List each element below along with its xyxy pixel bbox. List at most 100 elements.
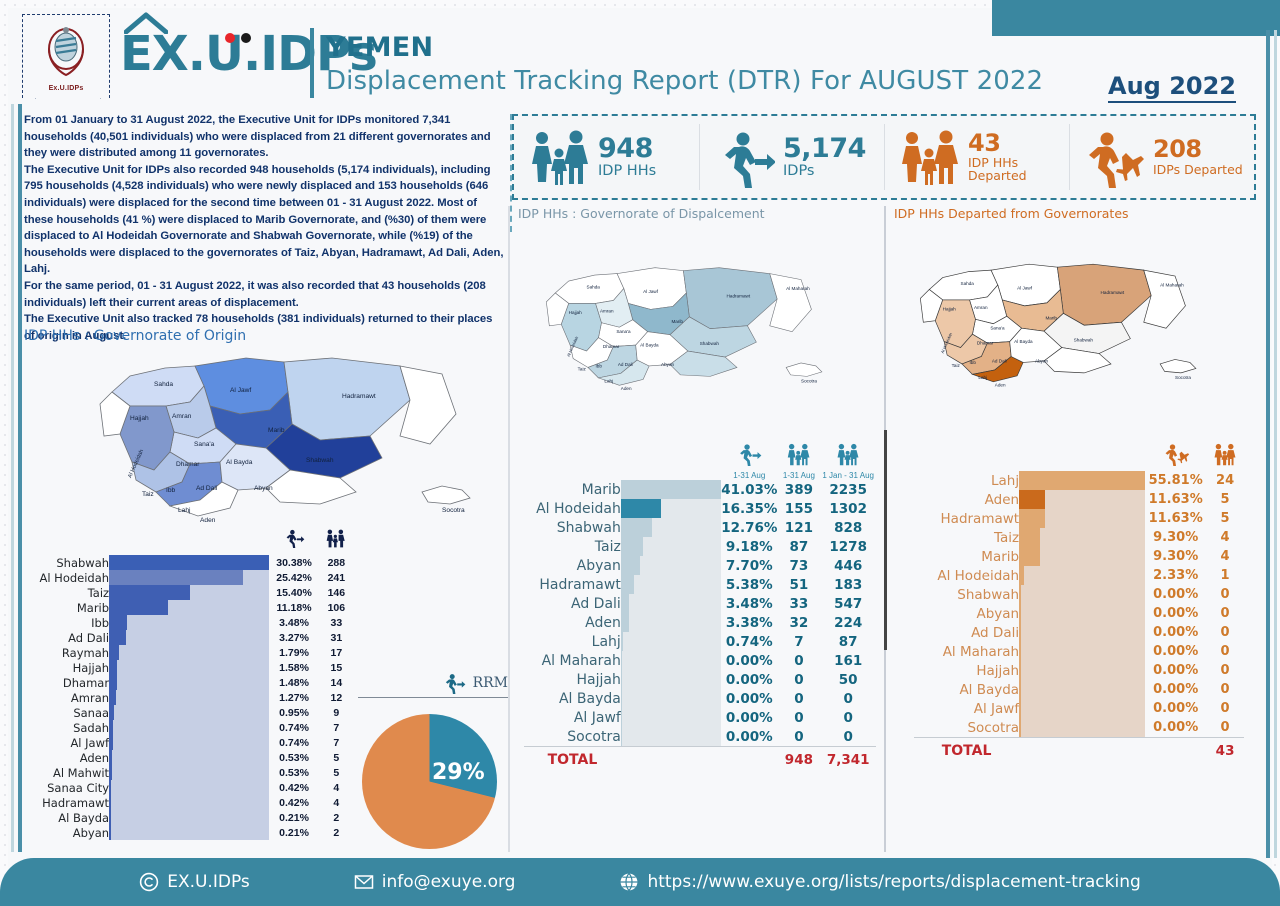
- svg-text:Dhamar: Dhamar: [176, 461, 200, 468]
- kpi-value: 948: [598, 132, 653, 164]
- svg-text:Sahda: Sahda: [587, 285, 601, 290]
- bar-track: [1019, 680, 1146, 699]
- bar-fill: [1019, 642, 1021, 661]
- displacement-table-header-icons: [524, 442, 876, 471]
- row-label: Hajjah: [72, 660, 110, 675]
- top-right-corner-decor: [992, 0, 1280, 36]
- bar: [109, 645, 270, 660]
- row-percent: 16.35%: [721, 500, 778, 517]
- svg-text:Taiz: Taiz: [578, 366, 587, 371]
- bar: [620, 518, 722, 537]
- row-value: 106: [327, 601, 346, 614]
- bar-track: [620, 556, 722, 575]
- row-label: Al Maharah: [541, 652, 621, 669]
- bar-fill: [109, 660, 118, 675]
- svg-text:Al Bayda: Al Bayda: [226, 459, 253, 466]
- svg-text:Sana'a: Sana'a: [990, 326, 1005, 331]
- bar-track: [1019, 642, 1146, 661]
- bar-fill: [109, 765, 112, 780]
- globe-icon: [621, 873, 638, 891]
- narrative-paragraph-1: From 01 January to 31 August 2022, the E…: [24, 114, 491, 160]
- row-label: Marib: [581, 481, 621, 498]
- row-value: 5: [1220, 511, 1230, 526]
- right-edge-rule: [1266, 30, 1270, 858]
- family-icon: [787, 443, 810, 466]
- row-label: Abyan: [72, 825, 110, 840]
- bar: [109, 660, 270, 675]
- table-row: Shabwah 0.00% 0: [914, 585, 1244, 604]
- svg-text:Ad Dali: Ad Dali: [196, 485, 218, 492]
- svg-text:Aden: Aden: [995, 382, 1006, 387]
- bar: [620, 537, 722, 556]
- bar-track: [1019, 623, 1146, 642]
- table-row: Sadah 0.74% 7: [24, 720, 354, 735]
- row-value: 5: [333, 766, 340, 779]
- footer-website[interactable]: https://www.exuye.org/lists/reports/disp…: [619, 872, 1141, 892]
- bar: [109, 570, 270, 585]
- table-row: Marib 11.18% 106: [24, 600, 354, 615]
- svg-text:Lahj: Lahj: [604, 378, 613, 383]
- table-row: Al Bayda 0.00% 0: [914, 680, 1244, 699]
- bar-track: [1019, 547, 1146, 566]
- svg-text:Taiz: Taiz: [952, 363, 961, 368]
- row-label: Aden: [585, 614, 621, 631]
- row-label: Al Bayda: [558, 690, 621, 707]
- row-label: Ad Dali: [971, 624, 1020, 641]
- map-departed: Sahda Al Jawf Hadramawt Al Maharah Hajjah A…: [919, 263, 1197, 387]
- col-date-idps: 1 Jan - 31 Aug: [822, 471, 874, 480]
- row-hhs: 0: [794, 709, 804, 726]
- row-idps: 547: [834, 595, 863, 612]
- bar: [1019, 718, 1146, 737]
- row-value: 288: [327, 556, 346, 569]
- col-icon-hhs: [1206, 442, 1244, 471]
- left-edge-rule-light: [11, 104, 14, 852]
- table-row: Lahj 55.81% 24: [914, 471, 1244, 490]
- table-row: Al Maharah 0.00% 0: [914, 642, 1244, 661]
- row-label: Abyan: [576, 557, 621, 574]
- row-percent: 3.38%: [725, 614, 773, 631]
- walking-plane-icon: [1165, 444, 1189, 466]
- row-percent: 0.53%: [279, 751, 309, 764]
- bar-track: [620, 594, 722, 613]
- family-icon: [326, 529, 346, 548]
- col-icon-hhs: [319, 528, 354, 555]
- table-row: Al Jawf 0.00% 0: [914, 699, 1244, 718]
- row-percent: 1.48%: [279, 676, 309, 689]
- bar: [109, 600, 270, 615]
- table-row: Socotra 0.00% 0: [914, 718, 1244, 738]
- svg-text:Al Bayda: Al Bayda: [640, 343, 659, 348]
- svg-text:Socotra: Socotra: [442, 507, 465, 514]
- footer-website-text: https://www.exuye.org/lists/reports/disp…: [647, 872, 1141, 892]
- kpi-value: 208: [1153, 135, 1202, 164]
- bar-fill: [109, 735, 113, 750]
- svg-text:Abyan: Abyan: [254, 485, 273, 492]
- bar-track: [109, 690, 270, 705]
- svg-text:Al Jawf: Al Jawf: [1017, 285, 1033, 290]
- row-label: Hadramawt: [940, 510, 1020, 527]
- departed-table: Lahj 55.81% 24 Aden 11.63% 5 Hadramawt 11.63% 5 T…: [914, 442, 1244, 759]
- bar-fill: [1019, 680, 1021, 699]
- bar-track: [620, 670, 722, 689]
- bar-fill: [109, 690, 116, 705]
- kpi-strip: 948 IDP HHs 5,174 IDPs 43 IDP HHs De: [512, 114, 1256, 200]
- map-displacement: Sahda Al Jawf Hadramawt Al Maharah Hajjah A…: [546, 267, 823, 391]
- table-row: Al Jawf 0.00% 0 0: [524, 708, 876, 727]
- bar: [1019, 585, 1146, 604]
- footer-email[interactable]: info@exuye.org: [354, 872, 515, 892]
- bar-track: [109, 630, 270, 645]
- table-row: Amran 1.27% 12: [24, 690, 354, 705]
- row-value: 4: [1220, 530, 1230, 545]
- bar-track: [1019, 585, 1146, 604]
- table-row: Abyan 0.21% 2: [24, 825, 354, 840]
- table-row: Taiz 9.30% 4: [914, 528, 1244, 547]
- row-label: Al Jawf: [573, 709, 621, 726]
- row-value: 0: [1220, 587, 1230, 602]
- row-label: Lahj: [591, 633, 621, 650]
- total-label: TOTAL: [524, 746, 621, 768]
- bar-fill: [620, 518, 653, 537]
- row-percent: 0.00%: [725, 652, 773, 669]
- col-date-hhs: 1-31 Aug: [782, 471, 815, 480]
- rrm-label: RRM: [472, 675, 508, 691]
- country-title: YEMEN: [326, 32, 434, 63]
- bar: [1019, 509, 1146, 528]
